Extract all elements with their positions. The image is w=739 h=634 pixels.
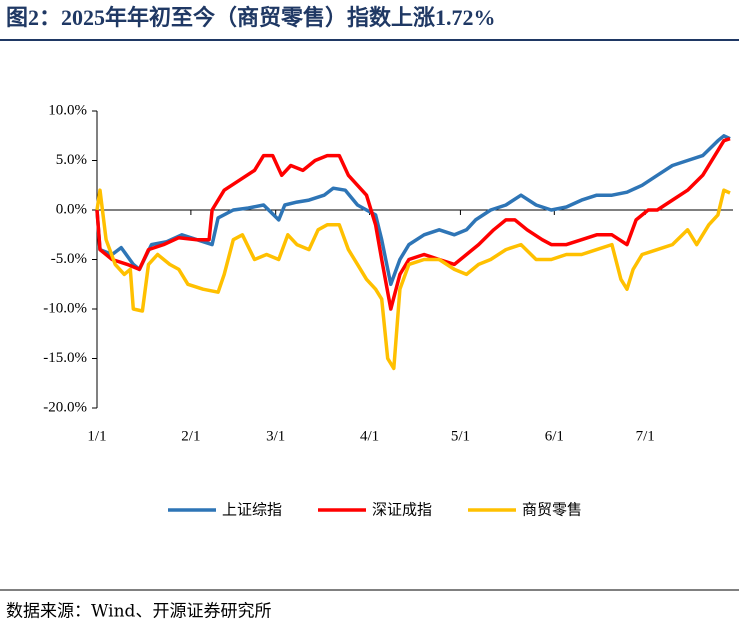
x-tick-label: 2/1 xyxy=(181,428,200,444)
y-tick-label: -20.0% xyxy=(43,399,87,415)
x-tick-label: 6/1 xyxy=(545,428,564,444)
x-tick-label: 7/1 xyxy=(636,428,655,444)
x-tick-label: 3/1 xyxy=(266,428,285,444)
y-tick-label: -5.0% xyxy=(51,251,87,267)
y-tick-label: -15.0% xyxy=(43,350,87,366)
x-tick-label: 4/1 xyxy=(360,428,379,444)
y-tick-label: 0.0% xyxy=(56,201,87,217)
x-tick-label: 5/1 xyxy=(451,428,470,444)
x-tick-label: 1/1 xyxy=(87,428,106,444)
y-tick-label: 10.0% xyxy=(48,102,87,118)
y-tick-label: 5.0% xyxy=(56,152,87,168)
series-line xyxy=(95,188,731,371)
series-line xyxy=(95,137,731,311)
chart-title: 图2：2025年年初至今（商贸零售）指数上涨1.72% xyxy=(6,5,496,30)
legend-label: 商贸零售 xyxy=(522,501,582,519)
y-tick-label: -10.0% xyxy=(43,300,87,316)
source: 数据来源：Wind、开源证券研究所 xyxy=(6,602,271,622)
legend-label: 上证综指 xyxy=(222,501,282,519)
legend-label: 深证成指 xyxy=(372,501,432,519)
